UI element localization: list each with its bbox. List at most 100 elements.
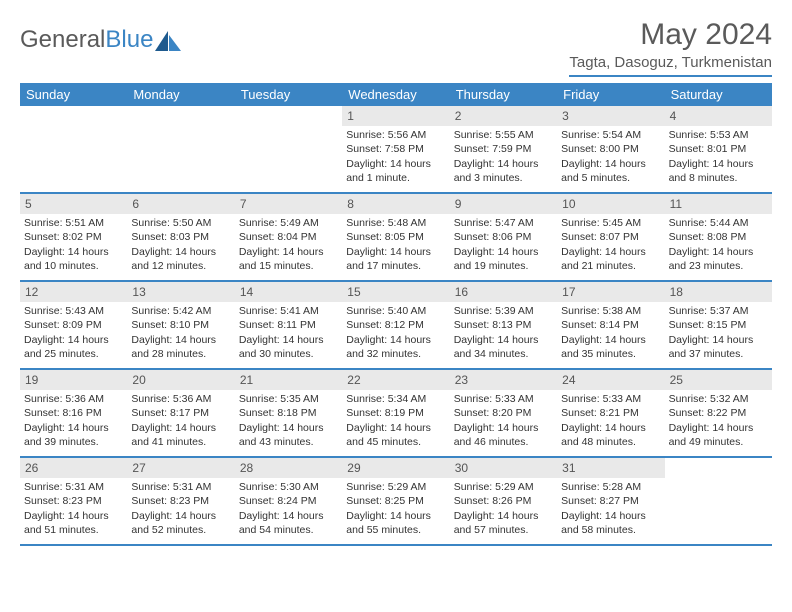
day-cell: 9Sunrise: 5:47 AMSunset: 8:06 PMDaylight… (450, 194, 557, 280)
day-number (665, 458, 772, 462)
sunset-text: Sunset: 8:20 PM (454, 406, 553, 420)
day-cell: 25Sunrise: 5:32 AMSunset: 8:22 PMDayligh… (665, 370, 772, 456)
sunset-text: Sunset: 8:17 PM (131, 406, 230, 420)
sunrise-text: Sunrise: 5:34 AM (346, 392, 445, 406)
daylight-text: Daylight: 14 hours and 32 minutes. (346, 333, 445, 361)
sunrise-text: Sunrise: 5:49 AM (239, 216, 338, 230)
sunset-text: Sunset: 8:03 PM (131, 230, 230, 244)
day-number: 10 (557, 194, 664, 214)
day-cell: 30Sunrise: 5:29 AMSunset: 8:26 PMDayligh… (450, 458, 557, 544)
day-number: 1 (342, 106, 449, 126)
calendar: Sunday Monday Tuesday Wednesday Thursday… (20, 83, 772, 546)
day-body: Sunrise: 5:43 AMSunset: 8:09 PMDaylight:… (20, 302, 127, 365)
sunset-text: Sunset: 8:27 PM (561, 494, 660, 508)
day-number: 31 (557, 458, 664, 478)
month-title: May 2024 (569, 18, 772, 52)
day-number: 21 (235, 370, 342, 390)
day-number: 30 (450, 458, 557, 478)
day-body: Sunrise: 5:55 AMSunset: 7:59 PMDaylight:… (450, 126, 557, 189)
day-cell: 5Sunrise: 5:51 AMSunset: 8:02 PMDaylight… (20, 194, 127, 280)
day-number: 12 (20, 282, 127, 302)
day-number: 7 (235, 194, 342, 214)
day-number: 6 (127, 194, 234, 214)
sunrise-text: Sunrise: 5:33 AM (454, 392, 553, 406)
daylight-text: Daylight: 14 hours and 15 minutes. (239, 245, 338, 273)
daylight-text: Daylight: 14 hours and 10 minutes. (24, 245, 123, 273)
day-body: Sunrise: 5:33 AMSunset: 8:21 PMDaylight:… (557, 390, 664, 453)
day-cell: 27Sunrise: 5:31 AMSunset: 8:23 PMDayligh… (127, 458, 234, 544)
day-cell: 3Sunrise: 5:54 AMSunset: 8:00 PMDaylight… (557, 106, 664, 192)
day-cell: 23Sunrise: 5:33 AMSunset: 8:20 PMDayligh… (450, 370, 557, 456)
sunrise-text: Sunrise: 5:53 AM (669, 128, 768, 142)
day-body: Sunrise: 5:53 AMSunset: 8:01 PMDaylight:… (665, 126, 772, 189)
daylight-text: Daylight: 14 hours and 28 minutes. (131, 333, 230, 361)
sunrise-text: Sunrise: 5:39 AM (454, 304, 553, 318)
day-number: 16 (450, 282, 557, 302)
week-row: 1Sunrise: 5:56 AMSunset: 7:58 PMDaylight… (20, 106, 772, 194)
sunrise-text: Sunrise: 5:38 AM (561, 304, 660, 318)
sunrise-text: Sunrise: 5:35 AM (239, 392, 338, 406)
sunrise-text: Sunrise: 5:41 AM (239, 304, 338, 318)
day-number: 9 (450, 194, 557, 214)
week-row: 26Sunrise: 5:31 AMSunset: 8:23 PMDayligh… (20, 458, 772, 546)
dow-saturday: Saturday (665, 83, 772, 106)
daylight-text: Daylight: 14 hours and 57 minutes. (454, 509, 553, 537)
sunrise-text: Sunrise: 5:45 AM (561, 216, 660, 230)
day-cell: 16 Sunrise: 5:39 AMSunset: 8:13 PMDayligh… (450, 282, 557, 368)
week-row: 19Sunrise: 5:36 AMSunset: 8:16 PMDayligh… (20, 370, 772, 458)
daylight-text: Daylight: 14 hours and 58 minutes. (561, 509, 660, 537)
day-cell: 4Sunrise: 5:53 AMSunset: 8:01 PMDaylight… (665, 106, 772, 192)
day-body: Sunrise: 5:49 AMSunset: 8:04 PMDaylight:… (235, 214, 342, 277)
daylight-text: Daylight: 14 hours and 17 minutes. (346, 245, 445, 273)
daylight-text: Daylight: 14 hours and 55 minutes. (346, 509, 445, 537)
daylight-text: Daylight: 14 hours and 51 minutes. (24, 509, 123, 537)
sunset-text: Sunset: 8:26 PM (454, 494, 553, 508)
sunset-text: Sunset: 8:07 PM (561, 230, 660, 244)
day-body: Sunrise: 5:36 AMSunset: 8:16 PMDaylight:… (20, 390, 127, 453)
daylight-text: Daylight: 14 hours and 37 minutes. (669, 333, 768, 361)
day-number (20, 106, 127, 110)
day-number: 24 (557, 370, 664, 390)
day-number: 18 (665, 282, 772, 302)
sunrise-text: Sunrise: 5:28 AM (561, 480, 660, 494)
sunset-text: Sunset: 8:00 PM (561, 142, 660, 156)
daylight-text: Daylight: 14 hours and 12 minutes. (131, 245, 230, 273)
sunset-text: Sunset: 8:10 PM (131, 318, 230, 332)
sunset-text: Sunset: 7:58 PM (346, 142, 445, 156)
sunset-text: Sunset: 8:13 PM (454, 318, 553, 332)
daylight-text: Daylight: 14 hours and 34 minutes. (454, 333, 553, 361)
day-cell: 13Sunrise: 5:42 AMSunset: 8:10 PMDayligh… (127, 282, 234, 368)
day-number (127, 106, 234, 110)
daylight-text: Daylight: 14 hours and 23 minutes. (669, 245, 768, 273)
sunset-text: Sunset: 8:23 PM (131, 494, 230, 508)
day-body: Sunrise: 5:37 AMSunset: 8:15 PMDaylight:… (665, 302, 772, 365)
sunset-text: Sunset: 8:18 PM (239, 406, 338, 420)
day-number: 23 (450, 370, 557, 390)
sunrise-text: Sunrise: 5:31 AM (131, 480, 230, 494)
day-number: 19 (20, 370, 127, 390)
dow-monday: Monday (127, 83, 234, 106)
day-body: Sunrise: 5:56 AMSunset: 7:58 PMDaylight:… (342, 126, 449, 189)
sunset-text: Sunset: 8:16 PM (24, 406, 123, 420)
day-number: 28 (235, 458, 342, 478)
sunrise-text: Sunrise: 5:55 AM (454, 128, 553, 142)
week-row: 12Sunrise: 5:43 AMSunset: 8:09 PMDayligh… (20, 282, 772, 370)
sunset-text: Sunset: 8:23 PM (24, 494, 123, 508)
sunset-text: Sunset: 8:25 PM (346, 494, 445, 508)
day-body: Sunrise: 5:29 AMSunset: 8:26 PMDaylight:… (450, 478, 557, 541)
day-cell: 17Sunrise: 5:38 AMSunset: 8:14 PMDayligh… (557, 282, 664, 368)
daylight-text: Daylight: 14 hours and 1 minute. (346, 157, 445, 185)
weeks-container: 1Sunrise: 5:56 AMSunset: 7:58 PMDaylight… (20, 106, 772, 546)
sunrise-text: Sunrise: 5:51 AM (24, 216, 123, 230)
sunset-text: Sunset: 8:09 PM (24, 318, 123, 332)
daylight-text: Daylight: 14 hours and 25 minutes. (24, 333, 123, 361)
day-cell: 20Sunrise: 5:36 AMSunset: 8:17 PMDayligh… (127, 370, 234, 456)
day-body: Sunrise: 5:29 AMSunset: 8:25 PMDaylight:… (342, 478, 449, 541)
day-cell: 21Sunrise: 5:35 AMSunset: 8:18 PMDayligh… (235, 370, 342, 456)
day-body: Sunrise: 5:31 AMSunset: 8:23 PMDaylight:… (20, 478, 127, 541)
day-number: 25 (665, 370, 772, 390)
day-cell: 2Sunrise: 5:55 AMSunset: 7:59 PMDaylight… (450, 106, 557, 192)
day-body: Sunrise: 5:50 AMSunset: 8:03 PMDaylight:… (127, 214, 234, 277)
daylight-text: Daylight: 14 hours and 52 minutes. (131, 509, 230, 537)
day-cell (665, 458, 772, 544)
